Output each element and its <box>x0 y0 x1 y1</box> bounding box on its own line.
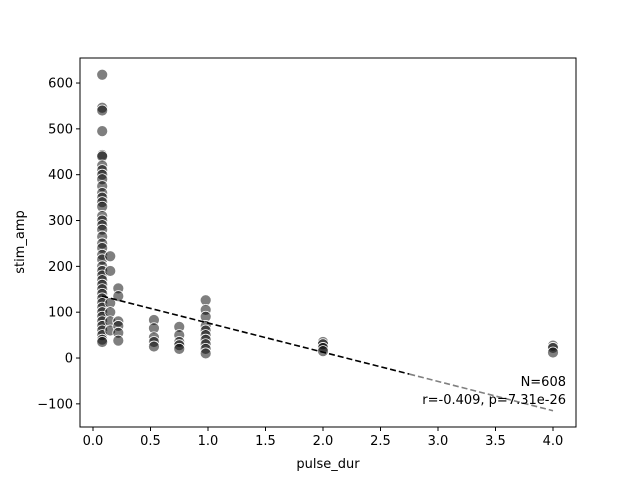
y-tick-label: 400 <box>48 168 73 183</box>
x-tick-label: 3.0 <box>428 434 449 449</box>
x-tick-label: 2.0 <box>313 434 334 449</box>
point <box>173 342 186 355</box>
point <box>96 68 109 81</box>
point <box>547 346 559 359</box>
x-tick-label: 0.0 <box>83 434 104 449</box>
x-tick-label: 1.0 <box>198 434 219 449</box>
x-tick-label: 2.5 <box>370 434 391 449</box>
point <box>104 265 117 277</box>
x-tick-label: 0.5 <box>140 434 161 449</box>
y-tick-label: 100 <box>48 306 73 321</box>
annotation: N=608 <box>521 375 566 390</box>
annotation: r=-0.409, p=7.31e-26 <box>422 393 566 408</box>
point <box>96 336 109 348</box>
y-tick-label: 500 <box>48 122 73 137</box>
point <box>104 250 117 263</box>
x-axis-label: pulse_dur <box>296 457 360 472</box>
x-tick-label: 3.5 <box>485 434 506 449</box>
fit-line <box>409 373 554 412</box>
x-tick-label: 1.5 <box>255 434 276 449</box>
y-tick-label: 200 <box>48 260 73 275</box>
y-axis-label: stim_amp <box>13 210 28 274</box>
y-tick-label: 0 <box>65 352 73 367</box>
x-tick-label: 4.0 <box>543 434 564 449</box>
point <box>112 334 125 347</box>
point <box>96 104 109 117</box>
y-tick-label: 300 <box>48 214 73 229</box>
point <box>199 347 212 360</box>
point <box>317 345 329 358</box>
point <box>96 125 109 138</box>
plot-frame <box>79 57 577 428</box>
point <box>148 340 160 353</box>
y-tick-label: 600 <box>48 77 73 92</box>
y-tick-label: −100 <box>37 397 73 412</box>
fit-line <box>101 295 410 375</box>
